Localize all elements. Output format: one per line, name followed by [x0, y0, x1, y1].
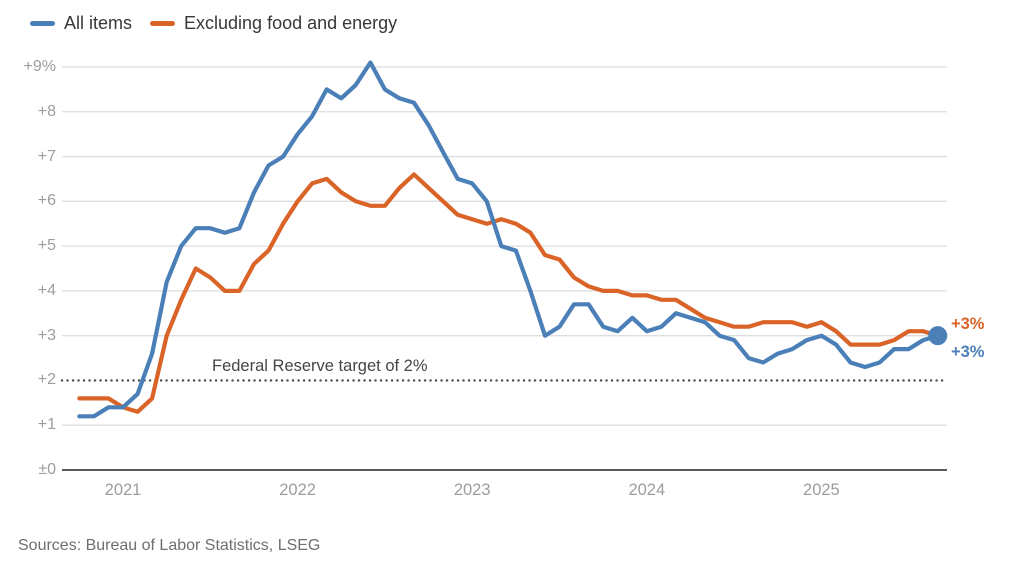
y-tick-label: +3 [37, 326, 56, 344]
y-tick-label: +6 [37, 192, 56, 210]
y-tick-label: +5 [37, 237, 56, 255]
x-tick-label: 2021 [104, 481, 142, 499]
series-line-excluding-food-energy [77, 172, 940, 414]
y-tick-label: ±0 [38, 461, 56, 478]
legend-label-excluding-food-energy: Excluding food and energy [184, 13, 398, 33]
y-tick-label: +1 [37, 416, 56, 434]
y-tick-label: +7 [37, 147, 56, 165]
chart-legend: All items Excluding food and energy [30, 14, 397, 32]
x-tick-label: 2025 [803, 481, 840, 499]
legend-item-all-items: All items [30, 14, 132, 32]
legend-label-all-items: All items [64, 13, 133, 33]
end-label-excluding-food-energy: +3% [951, 315, 985, 333]
legend-item-excluding-food-energy: Excluding food and energy [150, 14, 397, 32]
legend-swatch-all-items [30, 20, 55, 26]
fed-target-annotation: Federal Reserve target of 2% [212, 357, 428, 375]
x-tick-label: 2022 [279, 481, 316, 499]
y-tick-label: +2 [37, 371, 56, 389]
x-tick-label: 2023 [453, 481, 491, 499]
source-note: Sources: Bureau of Labor Statistics, LSE… [18, 537, 321, 554]
end-label-all-items: +3% [951, 343, 985, 361]
x-tick-label: 2024 [628, 481, 666, 499]
y-tick-label: +4 [37, 281, 56, 299]
y-tick-label: +8 [37, 102, 56, 120]
legend-swatch-excluding-food-energy [150, 20, 176, 26]
y-tick-label: +9% [23, 58, 56, 75]
latest-point-marker [928, 326, 948, 346]
series-line-all-items [77, 60, 940, 419]
